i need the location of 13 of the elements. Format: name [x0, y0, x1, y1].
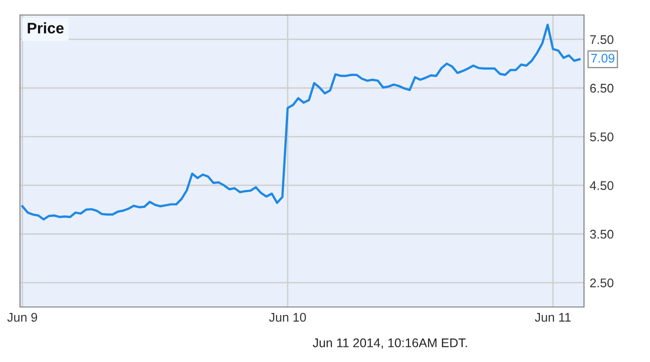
y-tick-label: 4.50 — [590, 181, 614, 190]
x-tick-label: Jun 9 — [7, 312, 38, 322]
x-tick-label: Jun 10 — [269, 312, 306, 322]
chart-title: Price — [28, 22, 64, 34]
y-tick-label: 6.50 — [590, 84, 614, 93]
x-tick-label: Jun 11 — [534, 313, 571, 322]
y-tick-label: 5.50 — [590, 132, 614, 142]
data-label: 7.09 — [591, 54, 614, 63]
line-series — [21, 24, 581, 221]
y-tick-label: 7.50 — [590, 35, 614, 44]
y-tick-label: 2.50 — [590, 278, 614, 288]
text: Jun 11 2014, 10:16AM EDT. — [312, 338, 467, 349]
y-tick-label: 3.50 — [590, 230, 614, 239]
